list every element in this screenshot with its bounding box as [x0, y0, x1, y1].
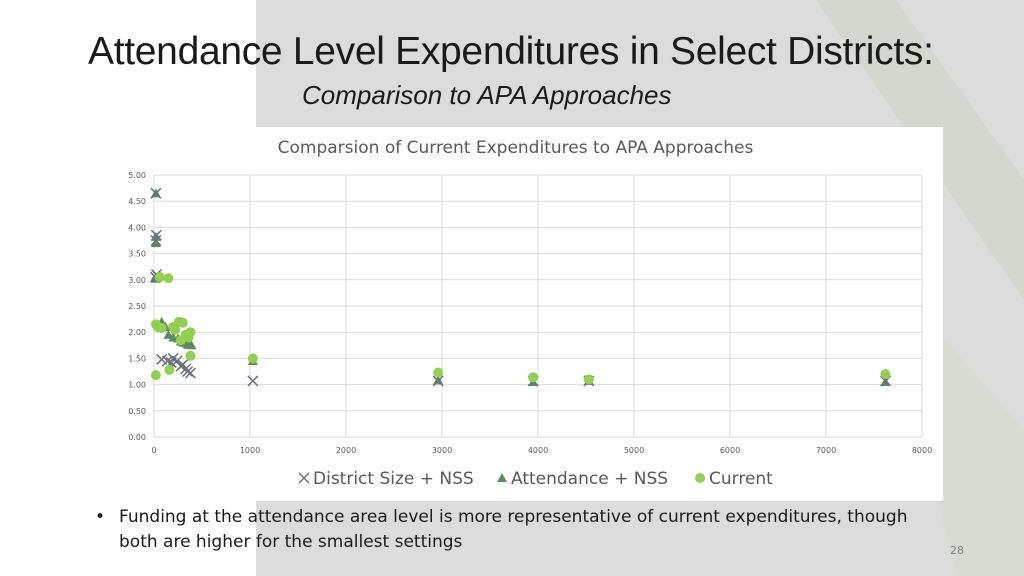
- y-tick-label: 3.00: [128, 276, 146, 285]
- x-tick-label: 7000: [816, 446, 836, 455]
- legend: District Size + NSS Attendance + NSS Curre…: [298, 469, 773, 489]
- grid-lines: [153, 174, 923, 438]
- y-tick-labels: 0.00 0.50 1.00 1.50 2.00 2.50 3.00 3.50 4.00 4.50…: [128, 171, 146, 442]
- data-point: [154, 272, 165, 283]
- legend-label: Current: [709, 469, 773, 489]
- legend-marker-triangle: [497, 473, 507, 482]
- y-tick-label: 0.00: [128, 433, 146, 442]
- data-point: [170, 324, 181, 335]
- legend-item: Current: [695, 469, 773, 489]
- legend-item: Attendance + NSS: [497, 469, 668, 489]
- chart-container: 0.00 0.50 1.00 1.50 2.00 2.50 3.00 3.50 4.00 4.50…: [88, 127, 943, 501]
- data-point: [182, 365, 194, 378]
- legend-marker-x: [298, 472, 310, 484]
- y-tick-label: 2.00: [128, 328, 146, 337]
- data-points: [149, 187, 892, 387]
- data-point: [156, 323, 167, 334]
- x-tick-label: 3000: [432, 446, 452, 455]
- legend-label: District Size + NSS: [313, 469, 474, 489]
- legend-label: Attendance + NSS: [511, 469, 668, 489]
- bullet-text: Funding at the attendance area level is …: [119, 507, 908, 552]
- data-point: [150, 234, 162, 247]
- data-point: [247, 353, 258, 364]
- y-tick-label: 5.00: [128, 171, 146, 180]
- scatter-plot: 0.00 0.50 1.00 1.50 2.00 2.50 3.00 3.50 4.00 4.50…: [128, 171, 932, 489]
- series-triangle: [150, 188, 891, 386]
- data-point: [150, 238, 161, 248]
- data-point: [163, 273, 174, 284]
- data-point: [528, 372, 539, 383]
- data-point: [164, 364, 175, 375]
- data-point: [247, 375, 259, 387]
- x-tick-label: 1000: [240, 446, 260, 455]
- legend-marker-circle: [695, 473, 705, 483]
- slide-title: Attendance Level Expenditures in Select …: [88, 30, 934, 73]
- x-tick-label: 4000: [528, 446, 548, 455]
- data-point: [880, 369, 891, 380]
- data-point: [150, 187, 162, 199]
- x-tick-label: 5000: [624, 446, 644, 455]
- series-circle: [150, 272, 891, 385]
- data-point: [177, 317, 188, 328]
- page-number: 28: [950, 544, 964, 557]
- x-tick-label: 6000: [720, 446, 740, 455]
- x-tick-label: 0: [151, 446, 156, 455]
- data-point: [433, 367, 444, 378]
- bullet-point: • Funding at the attendance area level i…: [95, 505, 935, 555]
- data-point: [185, 327, 196, 338]
- x-tick-label: 8000: [912, 446, 932, 455]
- x-tick-labels: 0 1000 2000 3000 4000 5000 6000 7000 8000: [151, 446, 932, 455]
- legend-item: District Size + NSS: [298, 469, 474, 489]
- data-point: [432, 375, 444, 387]
- chart-title: Comparsion of Current Expenditures to AP…: [277, 138, 754, 158]
- series-x: [149, 187, 892, 387]
- y-tick-label: 1.50: [128, 354, 146, 363]
- y-tick-label: 1.00: [128, 381, 146, 390]
- data-point: [184, 367, 197, 379]
- data-point: [583, 374, 594, 385]
- slide-subtitle: Comparison to APA Approaches: [302, 80, 672, 110]
- x-tick-label: 2000: [336, 446, 356, 455]
- y-tick-label: 4.50: [128, 197, 146, 206]
- data-point: [186, 340, 197, 350]
- data-point: [185, 350, 196, 361]
- y-tick-label: 2.50: [128, 302, 146, 311]
- bullet-icon: •: [95, 507, 106, 527]
- y-tick-label: 0.50: [128, 407, 146, 416]
- data-point: [163, 329, 174, 339]
- y-tick-label: 4.00: [128, 223, 146, 232]
- data-point: [161, 355, 173, 367]
- y-tick-label: 3.50: [128, 250, 146, 259]
- data-point: [150, 370, 161, 381]
